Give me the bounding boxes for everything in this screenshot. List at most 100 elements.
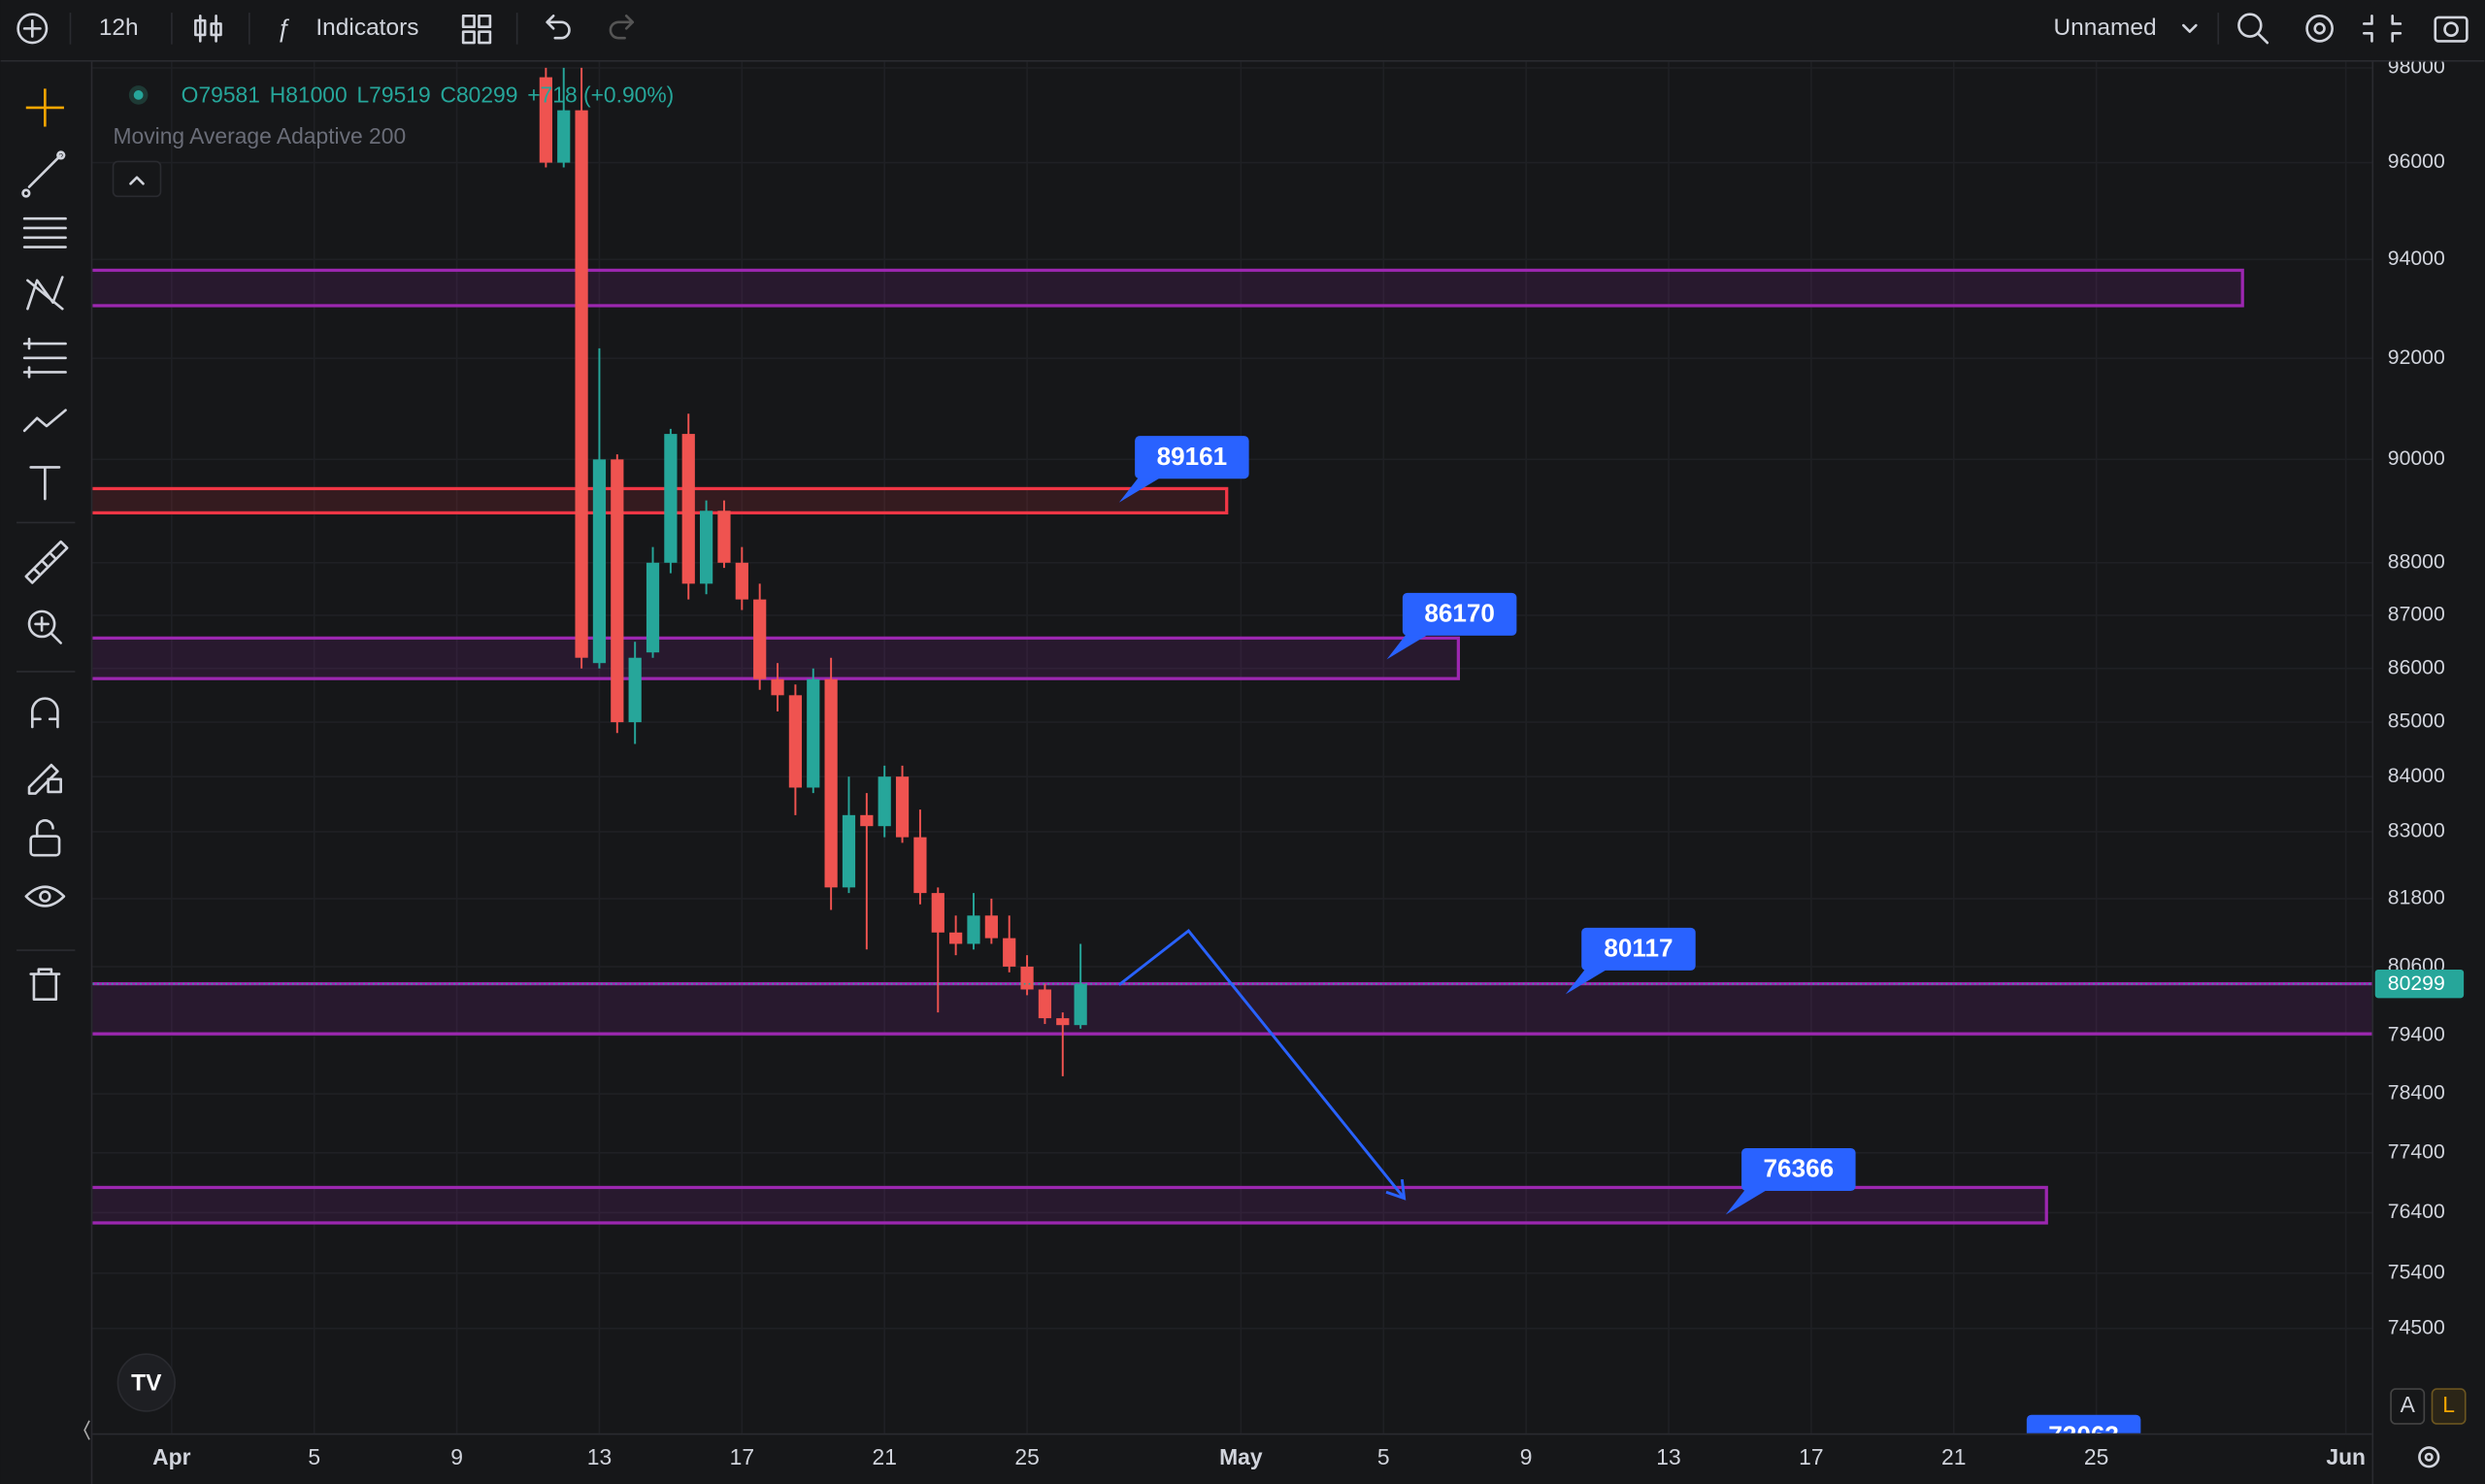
status-dot <box>133 90 144 100</box>
candle-body <box>807 678 820 788</box>
plot-area: 89161 86170 80117 76366 72063 <box>92 67 2372 1449</box>
indicator-label: Moving Average Adaptive 200 <box>114 123 407 148</box>
callout-label: 89161 <box>1157 442 1228 471</box>
screenshot-button[interactable] <box>2434 16 2468 43</box>
ohlc-value: O79581 <box>182 82 260 108</box>
projection-line <box>1117 928 1406 1200</box>
fullscreen-button[interactable] <box>2363 15 2402 43</box>
crosshair-tool[interactable] <box>25 88 64 127</box>
y-tick-label: 88000 <box>2388 550 2445 573</box>
interval-button[interactable]: 12h <box>99 15 139 41</box>
y-tick-label: 76400 <box>2388 1201 2445 1223</box>
hide-tool[interactable] <box>24 885 66 907</box>
top-toolbar <box>0 0 2485 61</box>
candle-body <box>860 814 874 827</box>
redo-button[interactable] <box>609 15 635 40</box>
x-tick-label: 25 <box>2084 1444 2108 1469</box>
candle-body <box>646 562 660 653</box>
projection-tool[interactable] <box>22 337 67 379</box>
delete-tool[interactable] <box>29 968 61 1001</box>
candle-body <box>539 77 552 163</box>
callout-pointer <box>1565 966 1613 995</box>
layout-menu-arrow[interactable] <box>2181 23 2198 33</box>
text-tool[interactable] <box>29 466 61 501</box>
candle-body <box>842 814 856 888</box>
pattern-tool[interactable] <box>26 276 64 311</box>
x-tick-label: Apr <box>152 1444 190 1469</box>
x-tick-label: 17 <box>730 1444 754 1469</box>
add-symbol-button[interactable] <box>17 13 49 45</box>
settings-button[interactable] <box>2305 15 2334 43</box>
zoom-tool[interactable] <box>27 610 62 644</box>
log-scale-label[interactable]: L <box>2442 1392 2455 1417</box>
callout-pointer <box>1386 630 1435 660</box>
price-zone <box>92 486 1229 515</box>
callout-box <box>1581 927 1696 971</box>
y-tick-label: 79400 <box>2388 1024 2445 1046</box>
auto-scale-button[interactable] <box>2390 1388 2426 1425</box>
candle-body <box>1038 989 1052 1019</box>
x-tick-label: 5 <box>1377 1444 1390 1469</box>
trend-line-tool[interactable] <box>21 150 66 198</box>
candle-body <box>984 915 998 939</box>
candle-body <box>717 511 731 563</box>
y-tick-label: 94000 <box>2388 247 2445 270</box>
magnet-tool[interactable] <box>30 697 59 729</box>
y-tick-label: 83000 <box>2388 820 2445 842</box>
svg-text:TV: TV <box>131 1370 162 1397</box>
x-tick-label: 9 <box>450 1444 463 1469</box>
candle-body <box>611 459 624 723</box>
candle-body <box>753 599 767 679</box>
prediction-tool[interactable] <box>22 409 67 433</box>
x-tick-label: Jun <box>2326 1444 2366 1469</box>
price-zone <box>92 268 2244 308</box>
log-scale-button[interactable] <box>2431 1388 2467 1425</box>
indicators-icon: ƒ <box>277 14 291 43</box>
chart-type-button[interactable] <box>194 15 222 43</box>
left-toolbar <box>0 61 91 1484</box>
x-tick-label: May <box>1219 1444 1263 1469</box>
layout-button[interactable] <box>461 15 492 45</box>
lock-tool[interactable] <box>29 819 61 857</box>
y-tick-label: 81800 <box>2388 887 2445 909</box>
callout-pointer <box>1118 474 1167 503</box>
y-tick-label: 84000 <box>2388 765 2445 787</box>
candle-body <box>592 459 607 664</box>
x-tick-label: 21 <box>872 1444 896 1469</box>
change-value: +718 (+0.90%) <box>527 82 674 108</box>
auto-scale-label[interactable]: A <box>2401 1392 2416 1417</box>
indicators-button[interactable]: Indicators <box>315 15 418 41</box>
candle-body <box>681 434 695 584</box>
scroll-left[interactable] <box>83 1420 90 1440</box>
layout-name[interactable]: Unnamed <box>2053 15 2156 41</box>
price-zone <box>92 636 1461 680</box>
x-tick-label: 13 <box>1656 1444 1680 1469</box>
callout-box <box>1741 1148 1856 1192</box>
price-zone <box>92 1185 2048 1225</box>
collapse-legend-button[interactable] <box>112 160 162 198</box>
y-tick-label: 86000 <box>2388 656 2445 678</box>
grid <box>92 61 2372 1434</box>
candle-body <box>878 776 891 827</box>
callout-box <box>1135 436 1249 479</box>
fib-tool[interactable] <box>22 216 67 248</box>
x-tick-label: 9 <box>1520 1444 1533 1469</box>
tradingview-logo[interactable]: TV <box>116 1353 176 1412</box>
x-tick-label: 21 <box>1941 1444 1966 1469</box>
candle-body <box>557 110 571 163</box>
measure-tool[interactable] <box>24 540 69 584</box>
axis-settings-button[interactable] <box>2418 1446 2440 1468</box>
candle-body <box>771 678 784 696</box>
lock-drawing-tool[interactable] <box>27 763 62 795</box>
candle-body <box>1074 983 1087 1026</box>
candle-body <box>1056 1018 1070 1026</box>
price-axis: 9800096000940009200090000880008700086000… <box>2374 56 2465 1338</box>
time-axis: Apr 5 9 13 17 21 25 May 5 9 13 17 21 25 Jun <box>152 1444 2366 1469</box>
callout-box <box>2026 1414 2141 1434</box>
callout-label: 72063 <box>2048 1420 2119 1449</box>
x-tick-label: 5 <box>308 1444 320 1469</box>
search-button[interactable] <box>2237 13 2270 45</box>
undo-button[interactable] <box>546 15 571 40</box>
